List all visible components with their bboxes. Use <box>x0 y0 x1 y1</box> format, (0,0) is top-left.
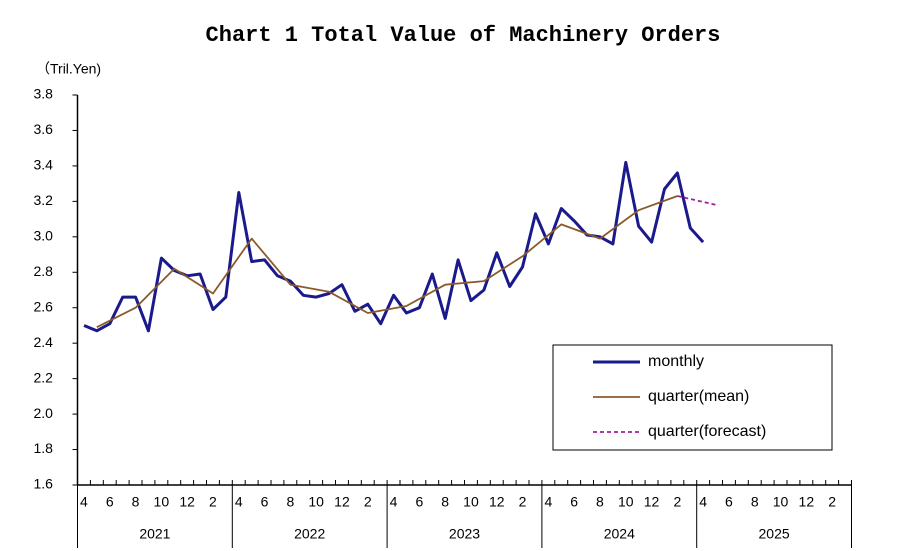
legend-label: monthly <box>648 353 704 370</box>
year-label: 2021 <box>139 526 170 542</box>
legend-label: quarter(forecast) <box>648 423 766 440</box>
y-tick-label: 2.6 <box>34 298 54 314</box>
x-tick-label: 10 <box>773 494 789 510</box>
x-tick-label: 8 <box>596 494 604 510</box>
x-tick-label: 6 <box>725 494 733 510</box>
x-tick-label: 2 <box>673 494 681 510</box>
x-tick-label: 10 <box>154 494 170 510</box>
x-tick-label: 8 <box>132 494 140 510</box>
x-tick-label: 6 <box>570 494 578 510</box>
x-tick-label: 10 <box>618 494 634 510</box>
y-tick-label: 2.8 <box>34 263 54 279</box>
year-label: 2022 <box>294 526 325 542</box>
x-tick-label: 2 <box>828 494 836 510</box>
y-tick-label: 2.2 <box>34 369 54 385</box>
x-tick-label: 4 <box>390 494 398 510</box>
x-tick-label: 8 <box>751 494 759 510</box>
line-quarter-mean <box>96 195 678 329</box>
y-tick-label: 1.8 <box>34 440 54 456</box>
y-tick-label: 3.0 <box>34 228 54 244</box>
x-tick-label: 12 <box>179 494 195 510</box>
x-tick-label: 2 <box>209 494 217 510</box>
x-tick-label: 2 <box>519 494 527 510</box>
x-tick-label: 6 <box>261 494 269 510</box>
y-axis-label: （Tril.Yen) <box>36 61 101 77</box>
year-label: 2025 <box>759 526 790 542</box>
chart-title: Chart 1 Total Value of Machinery Orders <box>206 23 721 48</box>
x-tick-label: 4 <box>699 494 707 510</box>
x-tick-label: 6 <box>106 494 114 510</box>
year-label: 2024 <box>604 526 635 542</box>
x-tick-label: 10 <box>463 494 479 510</box>
x-tick-label: 8 <box>441 494 449 510</box>
y-tick-label: 3.2 <box>34 192 54 208</box>
x-tick-label: 4 <box>235 494 243 510</box>
y-tick-label: 2.0 <box>34 405 54 421</box>
x-tick-label: 12 <box>644 494 660 510</box>
x-tick-label: 2 <box>364 494 372 510</box>
x-tick-label: 6 <box>415 494 423 510</box>
line-monthly <box>83 160 705 333</box>
y-tick-label: 3.6 <box>34 121 54 137</box>
legend-label: quarter(mean) <box>648 388 749 405</box>
y-tick-label: 3.8 <box>34 86 54 102</box>
x-tick-label: 12 <box>489 494 505 510</box>
x-tick-label: 12 <box>799 494 815 510</box>
x-tick-label: 12 <box>334 494 350 510</box>
y-tick-label: 3.4 <box>34 157 54 173</box>
x-tick-label: 8 <box>286 494 294 510</box>
y-tick-label: 1.6 <box>34 476 54 492</box>
x-tick-label: 4 <box>80 494 88 510</box>
x-tick-label: 4 <box>544 494 552 510</box>
y-tick-label: 2.4 <box>34 334 54 350</box>
x-tick-label: 10 <box>308 494 324 510</box>
year-label: 2023 <box>449 526 480 542</box>
